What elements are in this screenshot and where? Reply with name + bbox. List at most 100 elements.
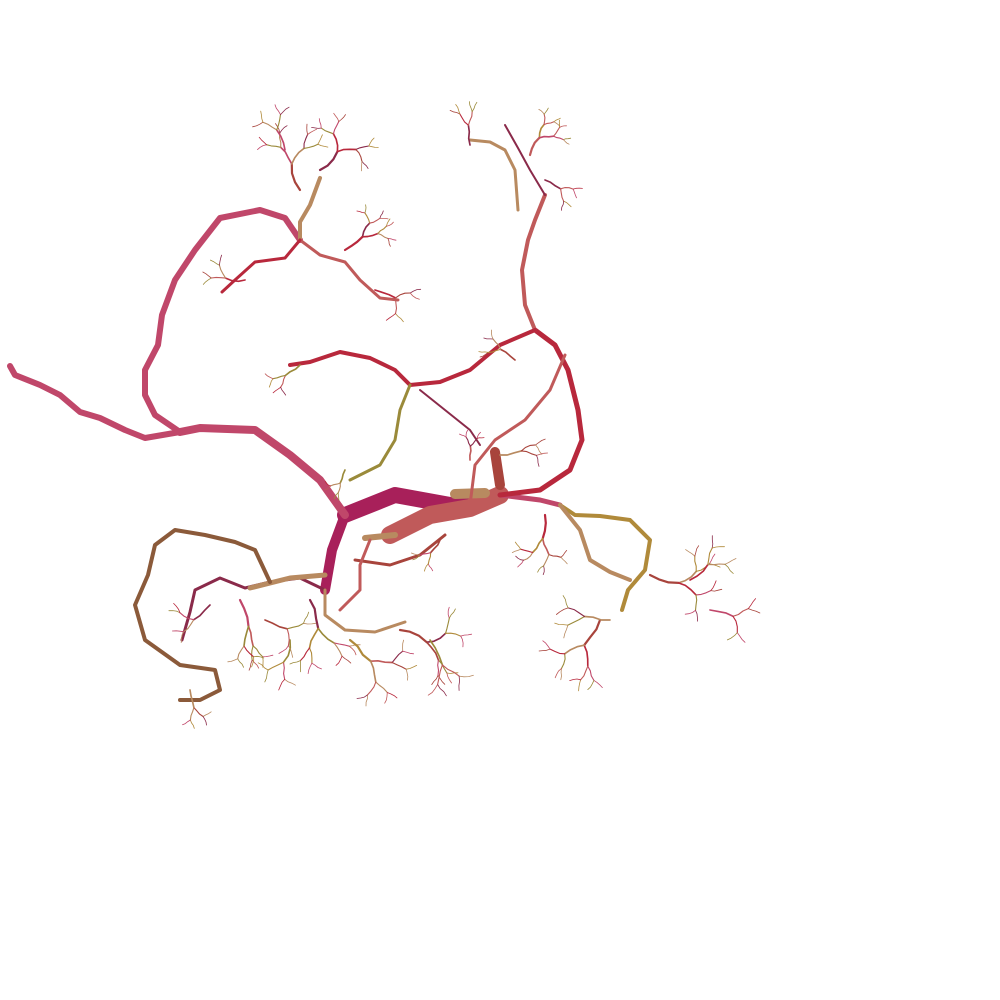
twig-23-2 <box>252 646 254 660</box>
twig-15-2 <box>696 591 711 595</box>
twig-27-1 <box>424 564 428 571</box>
twig-17-1 <box>727 633 737 640</box>
twig-12-2 <box>524 553 533 561</box>
branch-center-left <box>350 385 410 480</box>
twig-16-2 <box>708 564 725 565</box>
twig-12-1 <box>516 556 524 560</box>
twig-26-1 <box>183 720 191 725</box>
twig-17-1 <box>748 609 760 613</box>
trunk-stub-top <box>495 452 500 485</box>
main-trunks <box>10 210 500 590</box>
twig-20-1 <box>403 651 414 654</box>
branch-lower-mid <box>325 590 405 632</box>
twig-20-2 <box>376 682 388 692</box>
twig-0-1 <box>280 126 287 133</box>
twig-17-1 <box>748 599 755 609</box>
twig-12-4 <box>543 515 546 539</box>
twig-15-4 <box>650 575 679 583</box>
twig-18-1 <box>342 656 351 663</box>
twig-8-3 <box>545 180 561 189</box>
twig-15-1 <box>685 610 695 614</box>
twig-26-2 <box>194 708 203 717</box>
twig-19-2 <box>268 662 283 670</box>
twig-14-2 <box>568 617 585 626</box>
twig-7-2 <box>554 136 564 139</box>
left-long-branch <box>10 366 180 438</box>
branch-upper-arc <box>290 330 535 385</box>
twig-3-2 <box>378 226 387 233</box>
twig-0-1 <box>308 129 317 134</box>
twig-12-2 <box>544 555 549 566</box>
twig-7-2 <box>544 114 545 124</box>
twig-17-1 <box>737 633 745 643</box>
twig-12-3 <box>543 539 549 555</box>
twig-1-2 <box>321 128 333 134</box>
twig-3-1 <box>380 211 383 218</box>
twig-12-1 <box>561 557 567 564</box>
twig-22-1 <box>459 676 460 690</box>
twig-11-1 <box>536 439 546 445</box>
twig-13-1 <box>579 680 581 691</box>
twig-18-1 <box>290 661 301 664</box>
twig-21-4 <box>400 630 427 642</box>
twig-6-1 <box>450 110 460 114</box>
twig-7-3 <box>539 136 553 138</box>
twig-0-1 <box>318 144 328 147</box>
twig-18-2 <box>334 643 342 656</box>
branch-top-right-left <box>470 140 518 210</box>
twig-23-1 <box>249 660 252 670</box>
twig-22-1 <box>459 675 473 677</box>
twig-28-1 <box>477 438 484 439</box>
twig-20-1 <box>406 669 408 680</box>
twig-25-1 <box>304 623 316 624</box>
twig-16-1 <box>712 547 724 548</box>
twig-13-1 <box>594 680 603 687</box>
twig-0-4 <box>292 164 300 190</box>
twig-29-2 <box>331 483 341 486</box>
twig-1-3 <box>333 134 337 152</box>
twig-3-4 <box>345 237 363 250</box>
twig-26-1 <box>203 717 206 726</box>
twig-25-3 <box>265 620 287 629</box>
twig-0-2 <box>267 145 281 148</box>
twig-14-1 <box>563 596 568 608</box>
twig-28-1 <box>466 430 468 437</box>
twig-26-1 <box>203 712 211 717</box>
twig-1-4 <box>320 152 337 170</box>
twig-6-2 <box>460 114 469 125</box>
twig-15-3 <box>679 583 697 595</box>
twig-14-2 <box>568 608 584 617</box>
twig-3-2 <box>378 234 388 239</box>
twig-14-3 <box>585 617 611 621</box>
twig-13-4 <box>584 620 600 645</box>
twig-4-1 <box>410 289 421 293</box>
twig-18-1 <box>312 663 322 669</box>
twig-21-2 <box>446 633 461 636</box>
twig-20-1 <box>406 665 417 669</box>
twig-21-1 <box>449 609 455 618</box>
twig-12-1 <box>538 566 544 572</box>
branch-right <box>500 495 560 505</box>
twig-12-2 <box>549 555 561 558</box>
twig-15-1 <box>709 554 715 564</box>
twig-21-2 <box>438 660 439 675</box>
twig-20-1 <box>403 640 404 651</box>
twig-23-3 <box>249 626 254 646</box>
twig-13-2 <box>588 666 594 680</box>
twig-12-1 <box>518 560 524 567</box>
twig-19-1 <box>285 679 296 685</box>
twig-15-1 <box>711 581 716 591</box>
twig-20-2 <box>392 651 403 662</box>
twig-9-1 <box>281 387 286 395</box>
trunk-down <box>325 515 345 590</box>
twig-23-4 <box>240 600 249 626</box>
twig-20-1 <box>366 695 367 706</box>
twig-12-3 <box>533 539 543 553</box>
twig-20-1 <box>385 693 388 704</box>
twig-7-2 <box>554 128 560 137</box>
twig-8-1 <box>564 201 571 206</box>
twig-1-1 <box>361 161 362 171</box>
twig-29-2 <box>338 483 340 493</box>
twig-8-1 <box>561 201 563 210</box>
twig-18-3 <box>310 629 319 649</box>
